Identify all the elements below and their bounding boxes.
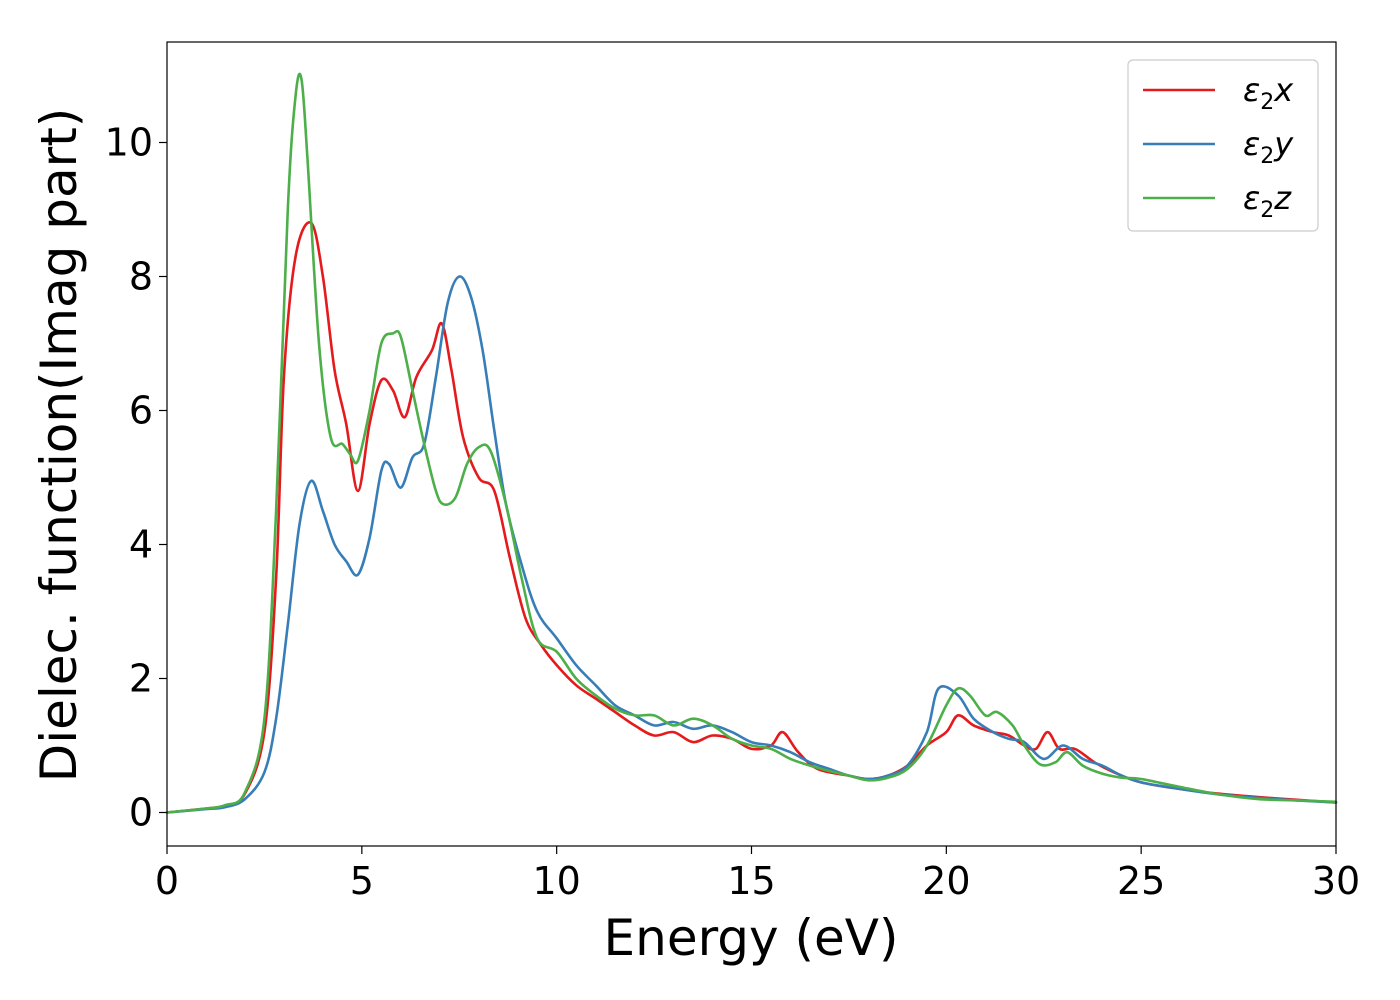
legend-label-x: ε2x — [1243, 71, 1294, 115]
x-tick-label: 30 — [1312, 859, 1360, 903]
y-tick-label: 0 — [129, 791, 153, 835]
x-tick-label: 20 — [922, 859, 970, 903]
x-axis-ticks: 0 5 10 15 20 25 30 — [155, 846, 1360, 903]
series-lines — [165, 72, 1338, 814]
y-tick-label: 2 — [129, 657, 153, 701]
y-tick-label: 4 — [129, 523, 153, 567]
legend-box — [1127, 59, 1319, 232]
series-line-y — [165, 275, 1338, 814]
x-tick-label: 10 — [532, 859, 580, 903]
x-tick-label: 25 — [1117, 859, 1165, 903]
series-line-x — [165, 221, 1338, 814]
y-tick-label: 10 — [105, 121, 153, 165]
legend-label-y: ε2y — [1243, 125, 1294, 169]
series-line-z — [165, 72, 1338, 814]
x-tick-label: 15 — [727, 859, 775, 903]
y-tick-label: 8 — [129, 255, 153, 299]
x-tick-label: 5 — [350, 859, 374, 903]
legend-label-z: ε2z — [1243, 179, 1292, 223]
x-tick-label: 0 — [155, 859, 179, 903]
y-tick-label: 6 — [129, 389, 153, 433]
x-axis-label: Energy (eV) — [604, 909, 899, 967]
y-axis-ticks: 0 2 4 6 8 10 — [105, 121, 167, 835]
legend: ε2x ε2y ε2z — [1127, 59, 1319, 232]
y-axis-label: Dielec. function(Imag part) — [30, 108, 88, 783]
